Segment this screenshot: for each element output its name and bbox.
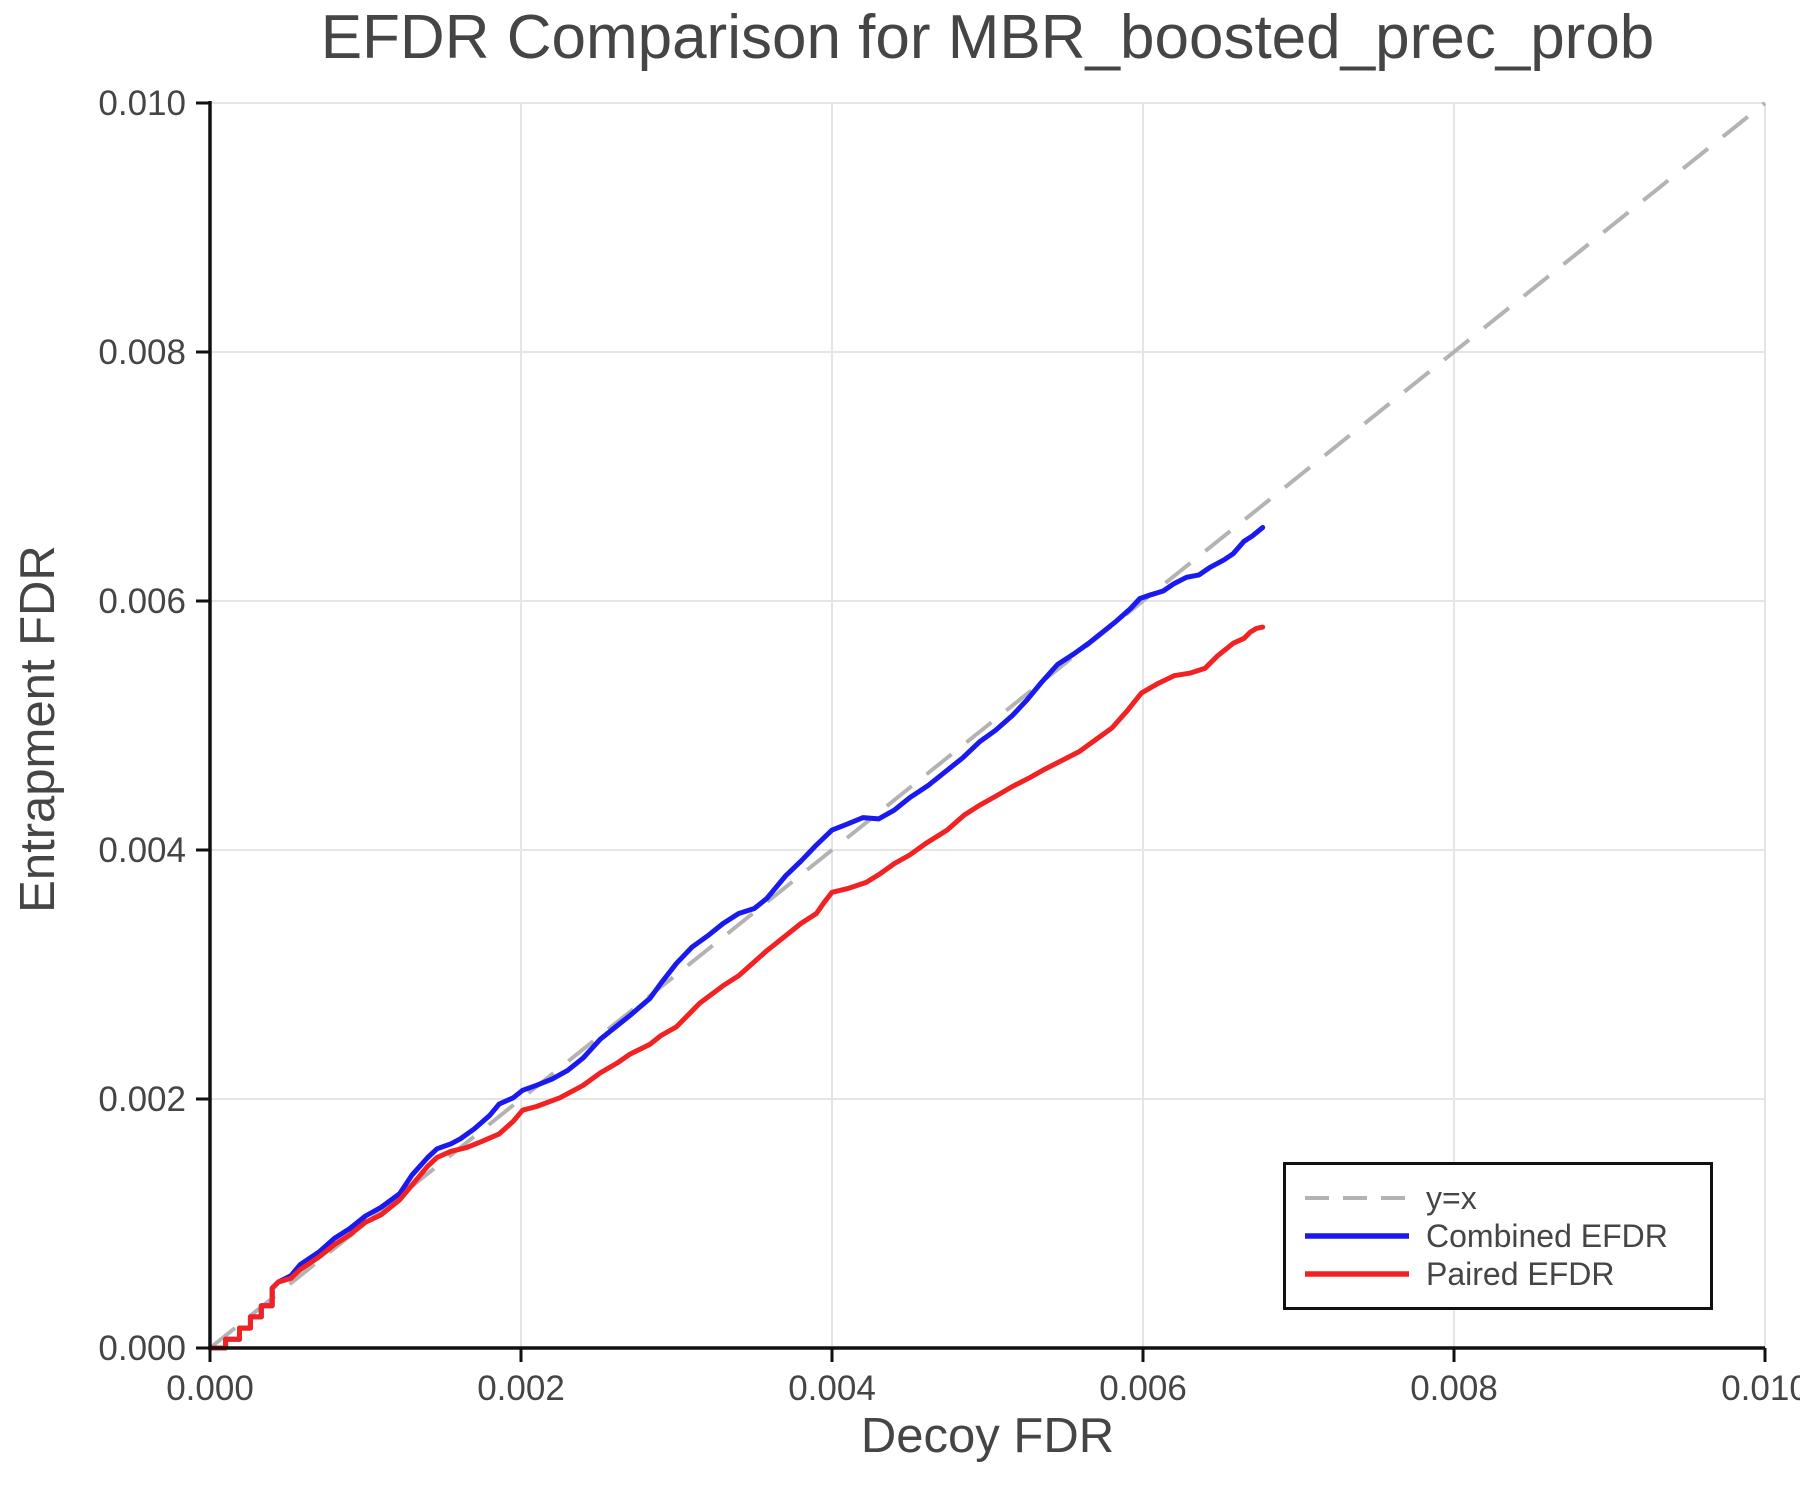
y-tick-label: 0.002	[98, 1080, 186, 1119]
y-tick-label: 0.010	[98, 84, 186, 123]
legend-line-sample-paired	[1303, 1270, 1411, 1278]
legend-item-paired: Paired EFDR	[1303, 1255, 1710, 1293]
x-tick-label: 0.002	[477, 1369, 565, 1408]
y-tick-label: 0.008	[98, 333, 186, 372]
chart-title: EFDR Comparison for MBR_boosted_prec_pro…	[320, 3, 1655, 72]
data-series	[207, 525, 1266, 1351]
x-tick-label: 0.004	[788, 1369, 876, 1408]
legend-label: y=x	[1426, 1180, 1477, 1216]
axis-ticks	[196, 101, 1767, 1362]
legend-label: Paired EFDR	[1426, 1256, 1615, 1292]
x-tick-label: 0.000	[166, 1369, 254, 1408]
gridlines	[210, 102, 1766, 1348]
y-equals-x-line	[208, 101, 1767, 1350]
y-tick-label: 0.000	[98, 1329, 186, 1368]
x-axis-label: Decoy FDR	[860, 1409, 1115, 1463]
legend-item-combined: Combined EFDR	[1303, 1217, 1710, 1255]
legend-line-sample-combined	[1303, 1232, 1411, 1240]
axes-spines	[208, 101, 1765, 1350]
legend-label: Combined EFDR	[1426, 1218, 1668, 1254]
legend-item-yx: y=x	[1303, 1179, 1710, 1217]
y-tick-label: 0.006	[98, 582, 186, 621]
reference-line-y-equals-x	[208, 101, 1767, 1350]
x-tick-label: 0.010	[1721, 1369, 1800, 1408]
y-axis-label: Entrapment FDR	[11, 545, 65, 913]
series-line-combined-efdr	[207, 525, 1266, 1351]
y-tick-label: 0.004	[98, 831, 186, 870]
series-line-paired-efdr	[207, 624, 1266, 1351]
x-tick-label: 0.006	[1099, 1369, 1187, 1408]
legend: y=x Combined EFDR Paired EFDR	[1283, 1162, 1713, 1310]
x-tick-label: 0.008	[1410, 1369, 1498, 1408]
legend-line-sample-dashed	[1303, 1194, 1411, 1202]
